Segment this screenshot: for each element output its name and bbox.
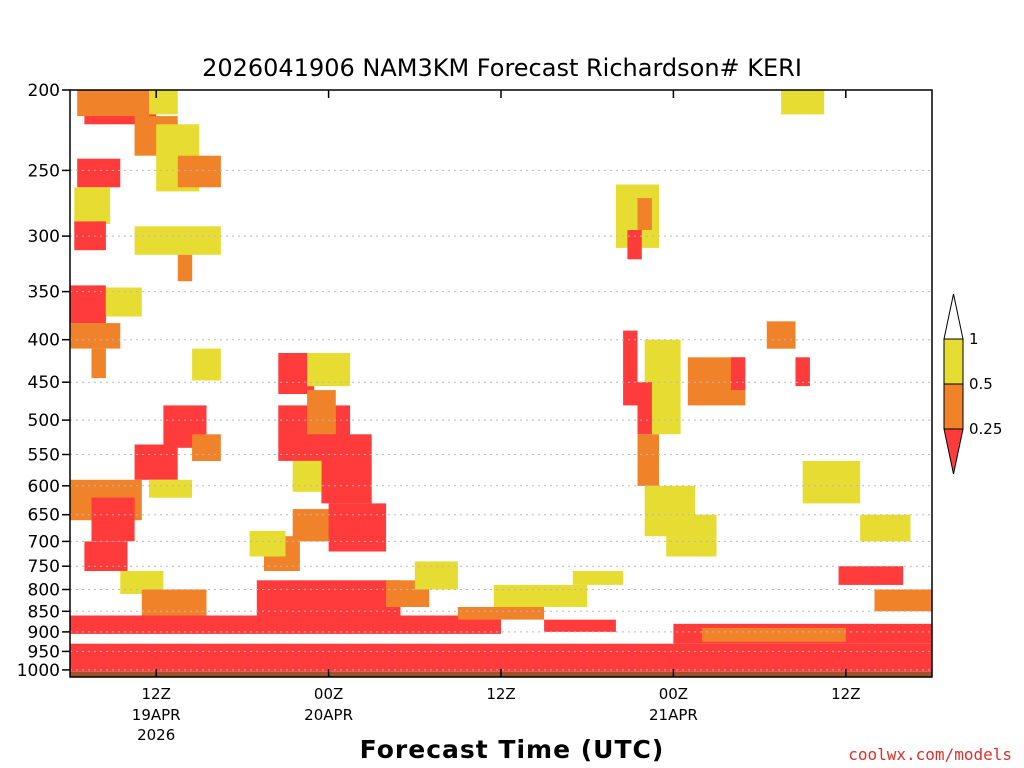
x-tick-label-1: 00Z [314, 685, 343, 703]
heatmap-cell-21 [91, 497, 135, 542]
heatmap-cell-11 [70, 285, 106, 324]
heatmap-cell-60 [874, 589, 932, 612]
y-tick-label-200: 200 [28, 81, 60, 101]
x-tick-label-2: 12Z [486, 685, 515, 703]
heatmap-cell-17 [134, 444, 178, 480]
heatmap-cell-53 [730, 357, 746, 391]
x-tick-date-1: 20APR [304, 706, 353, 724]
y-tick-label-350: 350 [28, 283, 60, 303]
heatmap-cell-30 [292, 461, 322, 492]
heatmap-cell-15 [91, 348, 106, 379]
legend-label-0: 1 [969, 330, 979, 348]
heatmap-cell-35 [256, 580, 401, 616]
heatmap-cell-34 [249, 530, 286, 557]
y-tick-label-450: 450 [28, 373, 60, 393]
heatmap-cell-2 [149, 90, 178, 115]
heatmap-cell-58 [860, 514, 911, 542]
x-tick-label-0: 12Z [142, 685, 171, 703]
plot-background [70, 90, 932, 677]
y-tick-label-500: 500 [28, 411, 60, 431]
legend-bin-0.25-0.5 [943, 383, 964, 430]
x-tick-label-4: 12Z [831, 685, 860, 703]
heatmap-cell-13 [105, 287, 142, 317]
y-tick-label-400: 400 [28, 331, 60, 351]
x-tick-year-0: 2026 [137, 726, 175, 744]
heatmap-cell-6 [77, 158, 121, 188]
x-axis-label: Forecast Time (UTC) [360, 735, 665, 764]
heatmap-cell-46 [627, 230, 642, 260]
heatmap-cell-26 [307, 353, 351, 387]
heatmap-cell-43 [623, 330, 638, 406]
legend-bin-0.5-1 [943, 338, 964, 385]
y-tick-label-650: 650 [28, 506, 60, 526]
heatmap-cell-12 [70, 323, 121, 349]
heatmap-cell-48 [637, 382, 652, 435]
y-tick-label-700: 700 [28, 532, 60, 552]
heatmap-cell-32 [328, 503, 387, 552]
y-tick-label-1000: 1000 [17, 661, 60, 681]
heatmap-cell-41 [544, 619, 616, 632]
y-tick-label-750: 750 [28, 557, 60, 577]
heatmap-cell-7 [74, 187, 111, 224]
y-tick-label-900: 900 [28, 623, 60, 643]
legend-bin-above-1 [943, 293, 964, 340]
heatmap-cell-54 [766, 321, 796, 349]
heatmap-cell-55 [795, 357, 810, 387]
legend-bin-below-0.25 [943, 428, 964, 475]
heatmap-cell-18 [192, 434, 221, 461]
heatmap-cell-63 [70, 643, 932, 672]
x-tick-label-3: 00Z [659, 685, 688, 703]
plot-area [69, 89, 933, 678]
y-tick-label-850: 850 [28, 602, 60, 622]
heatmap-cell-14 [192, 348, 221, 381]
credit-text: coolwx.com/models [848, 745, 1012, 764]
y-tick-label-950: 950 [28, 642, 60, 662]
y-tick-label-250: 250 [28, 161, 60, 181]
heatmap-cell-10 [177, 254, 193, 282]
chart-title: 2026041906 NAM3KM Forecast Richardson# K… [202, 54, 802, 82]
y-tick-label-600: 600 [28, 477, 60, 497]
heatmap-cell-49 [637, 434, 659, 486]
color-legend: 1 0.5 0.25 [943, 293, 1002, 475]
x-axis: 12Z 19APR 2026 00Z 20APR 12Z 00Z 21APR 12Z [132, 90, 860, 744]
heatmap-cell-56 [781, 90, 825, 115]
heatmap-cell-37 [414, 561, 458, 590]
heatmap-cell-22 [84, 541, 128, 571]
y-tick-label-550: 550 [28, 446, 60, 466]
x-tick-date-3: 21APR [649, 706, 698, 724]
heatmap-cell-5 [177, 155, 221, 188]
heatmap-cell-24 [141, 589, 207, 616]
heatmap-cell-28 [307, 390, 336, 435]
heatmap-cell-29 [321, 434, 372, 504]
heatmap-cell-1 [77, 90, 149, 117]
heatmap-cell-42 [572, 571, 624, 585]
x-tick-date-0: 19APR [132, 706, 181, 724]
heatmap-cell-51 [666, 514, 717, 557]
heatmap-cell-59 [838, 566, 904, 585]
y-tick-label-800: 800 [28, 581, 60, 601]
y-axis: 200 250 300 350 400 450 500 550 600 650 700 750 8008… [17, 81, 70, 681]
heatmap-cell-38 [70, 615, 501, 634]
heatmap-cells [70, 90, 932, 672]
legend-label-2: 0.25 [969, 420, 1002, 438]
heatmap-cell-19 [149, 479, 193, 498]
heatmap-cell-62 [702, 627, 846, 642]
heatmap-cell-23 [120, 571, 164, 594]
y-tick-label-300: 300 [28, 227, 60, 247]
legend-label-1: 0.5 [969, 375, 993, 393]
heatmap-cell-39 [493, 584, 588, 607]
heatmap-cell-9 [134, 226, 221, 255]
heatmap-cell-40 [457, 607, 545, 620]
heatmap-cell-57 [802, 461, 861, 504]
heatmap-cell-45 [637, 198, 652, 230]
